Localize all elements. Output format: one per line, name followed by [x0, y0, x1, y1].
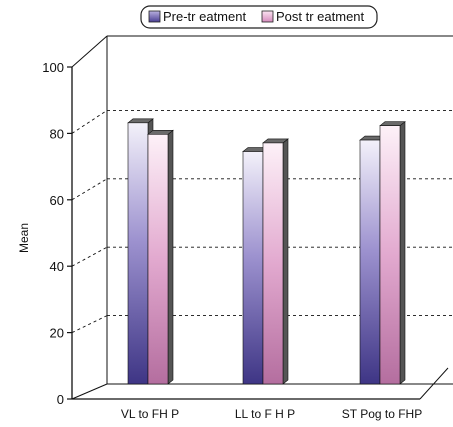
y-tick-label: 60: [50, 193, 64, 208]
bars: [127, 118, 406, 385]
x-category-label: LL to F H P: [235, 407, 295, 421]
y-tick-label: 100: [42, 60, 64, 75]
gridline-side: [71, 246, 108, 267]
x-category-label: VL to FH P: [121, 407, 179, 421]
y-axis-label: Mean: [17, 223, 31, 253]
bar-front: [242, 151, 264, 385]
bar-front: [359, 139, 381, 385]
floor-left-edge: [71, 383, 108, 400]
gridline-side: [71, 178, 108, 201]
y-tick-label: 80: [50, 126, 64, 141]
bar-side: [399, 121, 406, 385]
bar-front: [127, 122, 149, 385]
y-tick-label: 40: [50, 259, 64, 274]
gridline-side: [71, 110, 108, 134]
bar-1-1: [262, 138, 289, 385]
bar-front: [379, 125, 401, 385]
legend-swatch-post: [261, 10, 274, 23]
x-category-label: ST Pog to FHP: [342, 407, 422, 421]
legend-box: [140, 5, 378, 29]
bar-2-1: [379, 121, 406, 385]
floor-right-edge: [419, 367, 449, 400]
gridline-side: [71, 315, 108, 334]
legend-swatch-pre: [148, 10, 161, 23]
bar-side: [282, 138, 289, 385]
y-ticks: 0 20 40 60 80 100: [42, 60, 72, 407]
bar-front: [262, 142, 284, 385]
legend-label-pre: Pre-tr eatment: [163, 9, 246, 24]
legend-label-post: Post tr eatment: [276, 9, 365, 24]
legend: Pre-tr eatment Post tr eatment: [140, 5, 378, 29]
bar-side: [167, 129, 174, 385]
side-wall-top-edge: [71, 35, 108, 68]
bar-0-1: [147, 129, 174, 385]
y-tick-label: 0: [57, 392, 64, 407]
bar-front: [147, 134, 169, 385]
y-tick-label: 20: [50, 326, 64, 341]
x-categories: VL to FH P LL to F H P ST Pog to FHP: [121, 407, 422, 421]
